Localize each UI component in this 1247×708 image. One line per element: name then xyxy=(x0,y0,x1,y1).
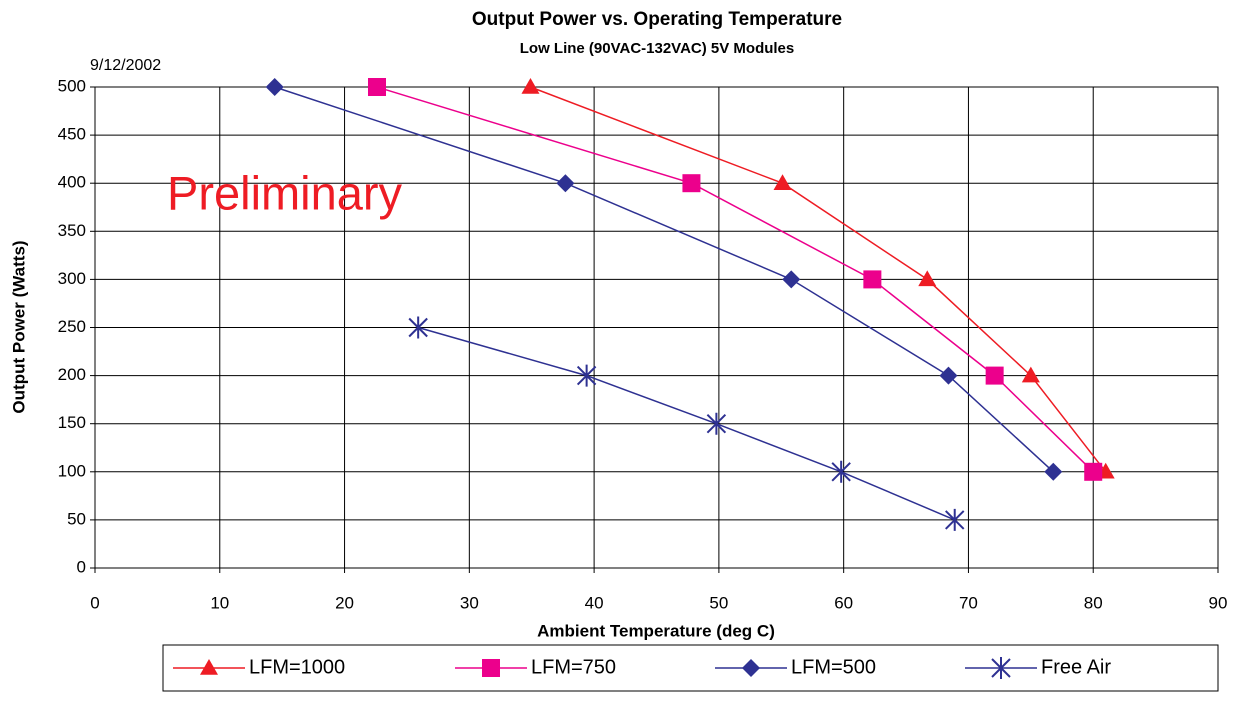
y-tick-label: 350 xyxy=(58,221,86,240)
x-tick-label: 90 xyxy=(1209,593,1228,612)
y-tick-label: 250 xyxy=(58,317,86,336)
x-tick-label: 20 xyxy=(335,593,354,612)
marker xyxy=(831,460,851,483)
x-tick-label: 30 xyxy=(460,593,479,612)
marker xyxy=(682,174,701,193)
x-tick-label: 0 xyxy=(90,593,99,612)
legend-marker xyxy=(200,659,218,675)
x-tick-label: 50 xyxy=(709,593,728,612)
marker xyxy=(985,366,1004,385)
marker xyxy=(556,174,575,193)
legend-box xyxy=(162,644,1219,692)
marker xyxy=(863,270,882,289)
legend-marker xyxy=(482,659,500,677)
legend-marker xyxy=(991,657,1011,679)
marker xyxy=(918,270,937,287)
x-tick-label: 60 xyxy=(834,593,853,612)
marker xyxy=(367,78,386,96)
marker xyxy=(782,270,801,289)
legend-label: LFM=750 xyxy=(531,656,616,678)
y-tick-label: 450 xyxy=(58,125,86,144)
legend-label: LFM=500 xyxy=(791,656,876,678)
y-tick-label: 150 xyxy=(58,413,86,432)
x-axis-label: Ambient Temperature (deg C) xyxy=(537,621,775,640)
y-axis-label: Output Power (Watts) xyxy=(9,240,28,413)
marker xyxy=(576,364,597,387)
y-tick-label: 100 xyxy=(58,461,86,480)
y-tick-label: 400 xyxy=(58,173,86,192)
annotation: Preliminary xyxy=(167,166,403,219)
marker xyxy=(773,174,792,190)
chart-subtitle: Low Line (90VAC-132VAC) 5V Modules xyxy=(520,40,795,57)
y-tick-label: 200 xyxy=(58,365,86,384)
y-tick-label: 500 xyxy=(58,76,86,95)
marker xyxy=(945,508,965,531)
marker xyxy=(939,366,958,385)
marker xyxy=(1044,462,1063,481)
y-tick-label: 300 xyxy=(58,269,86,288)
chart-title: Output Power vs. Operating Temperature xyxy=(472,9,842,30)
marker xyxy=(1021,366,1040,383)
x-tick-label: 80 xyxy=(1084,593,1103,612)
legend-marker xyxy=(742,659,760,677)
legend-label: LFM=1000 xyxy=(249,656,345,678)
legend-label: Free Air xyxy=(1041,656,1111,678)
marker xyxy=(265,78,284,96)
date-label: 9/12/2002 xyxy=(90,57,161,74)
y-tick-label: 50 xyxy=(67,509,86,528)
x-tick-label: 40 xyxy=(585,593,604,612)
marker xyxy=(408,316,428,339)
y-tick-label: 0 xyxy=(77,557,86,576)
marker xyxy=(521,78,540,94)
x-tick-label: 70 xyxy=(959,593,978,612)
marker xyxy=(1084,462,1103,481)
x-tick-label: 10 xyxy=(210,593,229,612)
marker xyxy=(706,412,727,435)
